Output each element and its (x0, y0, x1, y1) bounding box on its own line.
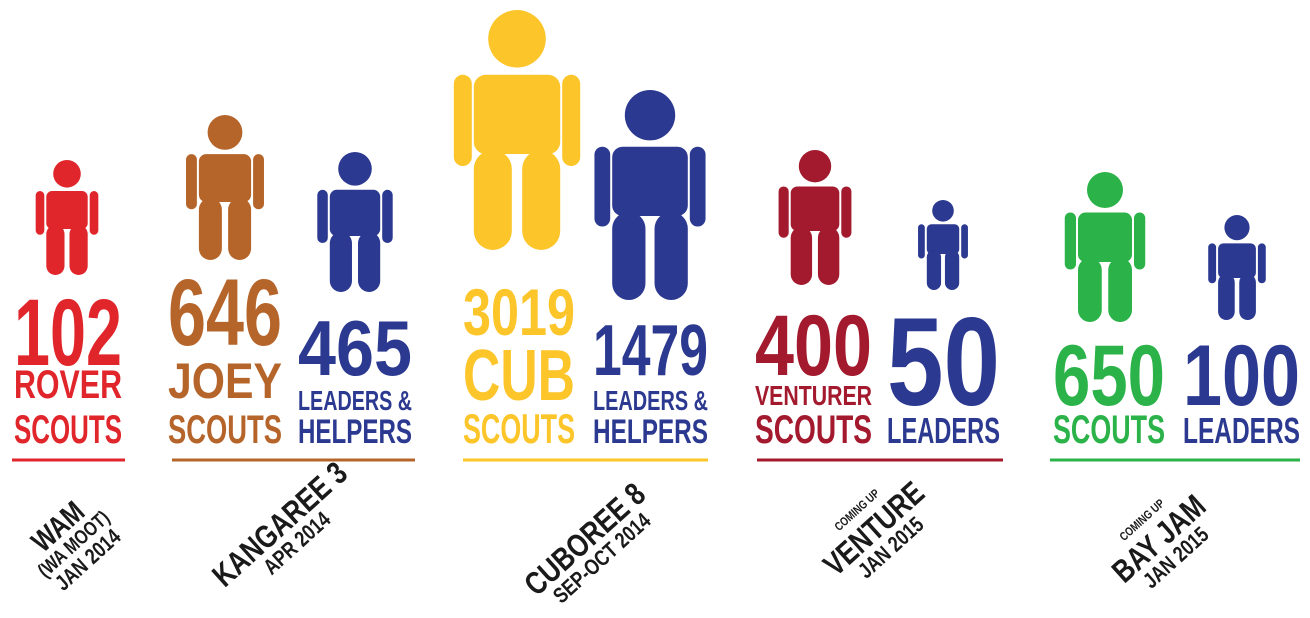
count: 50 (887, 293, 1000, 432)
person-head (624, 90, 676, 141)
person-leg (790, 227, 813, 285)
person-arm (778, 186, 789, 238)
count-label: SCOUTS (755, 408, 872, 452)
person-leg (1218, 274, 1235, 320)
count-label: HELPERS (593, 413, 708, 451)
person-arm (1257, 243, 1266, 284)
person-leg (358, 232, 381, 292)
person-head (932, 200, 954, 222)
person-head (798, 150, 832, 183)
count-label: ROVER (14, 363, 122, 407)
count: 100 (1183, 328, 1300, 424)
person-arm (562, 74, 581, 166)
person-leg (46, 225, 65, 275)
person-body (1218, 243, 1256, 278)
person-body (790, 186, 840, 231)
person-arm (186, 154, 197, 210)
person-head (1087, 172, 1123, 208)
person-body (926, 224, 960, 254)
count-label: SCOUTS (14, 408, 122, 452)
count: 650 (1053, 328, 1165, 424)
count-label: SCOUTS (168, 408, 282, 452)
count-label: SCOUTS (463, 405, 575, 452)
person-arm (1208, 243, 1217, 284)
count-label: SCOUTS (1053, 408, 1165, 452)
person-body (612, 146, 688, 216)
person-leg (612, 212, 646, 300)
count-label: LEADERS (1183, 410, 1300, 451)
person-leg (1108, 258, 1132, 322)
person-leg (1239, 274, 1256, 320)
count-label: LEADERS & (298, 385, 412, 416)
count-label: CUB (463, 336, 575, 416)
person-leg (817, 227, 840, 285)
person-head (207, 114, 243, 150)
person-head (1224, 215, 1250, 241)
person-leg (522, 150, 561, 250)
person-leg (926, 250, 942, 290)
person-head (53, 160, 81, 188)
count: 3019 (463, 275, 575, 349)
count-label: LEADERS & (593, 385, 708, 416)
person-leg (198, 198, 222, 260)
person-head (488, 10, 546, 68)
person-arm (89, 191, 99, 235)
count-label: HELPERS (298, 413, 412, 451)
person-leg (473, 150, 512, 250)
event-label: WAM(WA MOOT)JAN 2014 (24, 494, 125, 596)
person-arm (35, 191, 45, 235)
person-leg (228, 198, 252, 260)
person-arm (382, 189, 393, 243)
person-arm (253, 154, 264, 210)
person-arm (1134, 212, 1146, 270)
count: 646 (168, 260, 282, 366)
person-body (329, 189, 381, 236)
person-arm (961, 224, 968, 259)
count-label: VENTURER (755, 380, 872, 411)
person-arm (918, 224, 925, 259)
person-body (46, 191, 88, 229)
count: 1479 (593, 311, 708, 391)
person-arm (689, 146, 706, 227)
person-head (338, 152, 372, 186)
person-body (1078, 212, 1132, 262)
person-arm (1064, 212, 1076, 270)
person-arm (841, 186, 852, 238)
count-label: LEADERS (887, 410, 1000, 451)
person-body (473, 74, 561, 154)
person-leg (329, 232, 352, 292)
count: 400 (755, 298, 872, 394)
person-arm (594, 146, 611, 227)
person-leg (1078, 258, 1102, 322)
person-arm (317, 189, 328, 243)
count: 102 (14, 280, 122, 386)
person-leg (69, 225, 88, 275)
person-leg (944, 250, 960, 290)
person-body (198, 154, 252, 202)
person-arm (453, 74, 472, 166)
person-leg (654, 212, 688, 300)
count: 465 (298, 304, 412, 392)
count-label: JOEY (168, 353, 282, 409)
